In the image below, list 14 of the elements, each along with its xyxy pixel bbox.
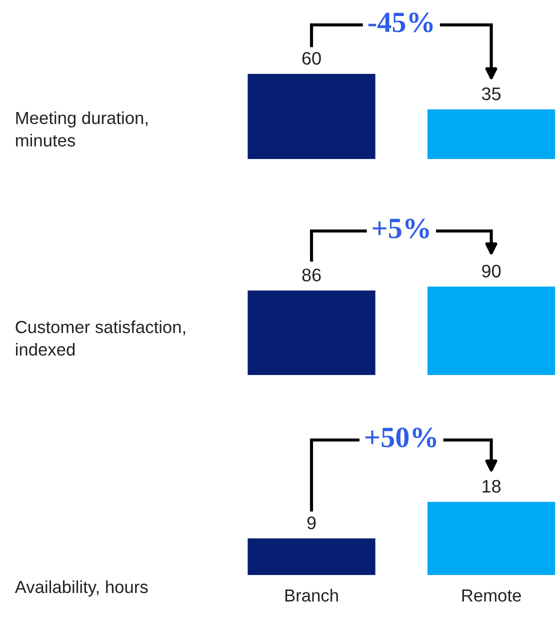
y-axis-title: Availability, hours <box>14 580 148 597</box>
data-label: 18 <box>482 480 501 493</box>
data-label: 9 <box>307 516 316 530</box>
data-label: 35 <box>482 87 501 100</box>
text: +5% <box>372 218 429 238</box>
text: +50% <box>365 428 436 448</box>
text: -45% <box>368 12 433 32</box>
data-label: 60 <box>302 52 321 65</box>
x-tick-label: Remote <box>462 590 521 602</box>
y-axis-title: Customer satisfaction, indexed <box>16 320 186 356</box>
x-tick-label: Branch <box>285 588 338 602</box>
data-label: 86 <box>302 268 321 282</box>
y-axis-title: Meeting duration, minutes <box>16 111 148 147</box>
data-label: 90 <box>482 264 501 278</box>
